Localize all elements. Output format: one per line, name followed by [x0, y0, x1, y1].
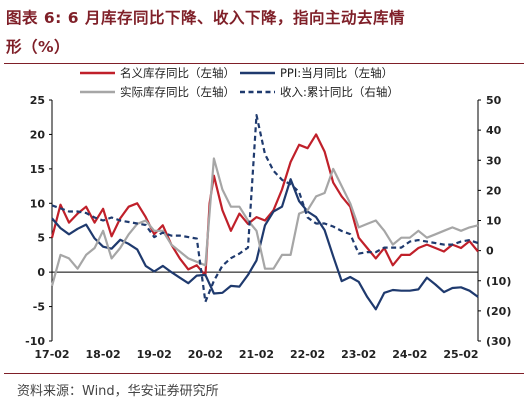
- chart-title: 图表 6: 6 月库存同比下降、收入下降，指向主动去库情 形（%）: [6, 4, 522, 62]
- dual-axis-line-chart: -10 -5 0 5 10 15 20 25 (30) (20) (10) 0 10 20 30 40 50 17…: [25, 66, 511, 361]
- source-divider: [4, 373, 524, 374]
- left-tick-label: -5: [33, 301, 45, 314]
- right-tick-label: 20: [486, 184, 502, 197]
- left-tick-label: 0: [37, 266, 45, 279]
- chart-title-line-1: 图表 6: 6 月库存同比下降、收入下降，指向主动去库情: [6, 9, 405, 27]
- right-tick-label: (30): [486, 335, 511, 348]
- legend-label-nominal: 名义库存同比（左轴）: [120, 66, 235, 80]
- right-tick-label: 0: [486, 245, 494, 258]
- left-tick-label: 15: [30, 163, 45, 176]
- right-tick-label: (10): [486, 275, 511, 288]
- right-tick-label: 40: [486, 124, 502, 137]
- left-tick-label: 20: [30, 128, 46, 141]
- left-tick-label: 10: [30, 197, 46, 210]
- title-divider: [4, 63, 524, 64]
- x-tick-label: 22-02: [290, 348, 325, 361]
- right-tick-label: (20): [486, 305, 511, 318]
- x-tick-label: 20-02: [188, 348, 223, 361]
- x-tick-label: 17-02: [34, 348, 69, 361]
- legend-label-ppi: PPI:当月同比（左轴）: [280, 66, 393, 80]
- x-tick-label: 25-02: [443, 348, 478, 361]
- right-tick-label: 30: [486, 154, 502, 167]
- x-tick-label: 19-02: [137, 348, 172, 361]
- series-line-ppi: [51, 178, 479, 311]
- source-note: 资料来源：Wind，华安证券研究所: [17, 384, 219, 399]
- left-tick-label: 5: [37, 232, 45, 245]
- right-tick-label: 10: [486, 215, 502, 228]
- x-tick-label: 21-02: [239, 348, 274, 361]
- chart-title-line-2: 形（%）: [6, 38, 71, 56]
- x-tick-label: 18-02: [86, 348, 121, 361]
- series-line-nominal: [50, 133, 479, 277]
- series-line-revenue: [51, 114, 479, 303]
- left-tick-label: -10: [25, 335, 45, 348]
- left-tick-label: 25: [30, 94, 45, 107]
- x-tick-label: 24-02: [392, 348, 427, 361]
- legend-label-revenue: 收入:累计同比（右轴）: [280, 85, 399, 99]
- right-tick-label: 50: [486, 94, 502, 107]
- series-line-real: [50, 157, 479, 287]
- legend-label-real: 实际库存同比（左轴）: [120, 85, 235, 99]
- x-tick-label: 23-02: [341, 348, 376, 361]
